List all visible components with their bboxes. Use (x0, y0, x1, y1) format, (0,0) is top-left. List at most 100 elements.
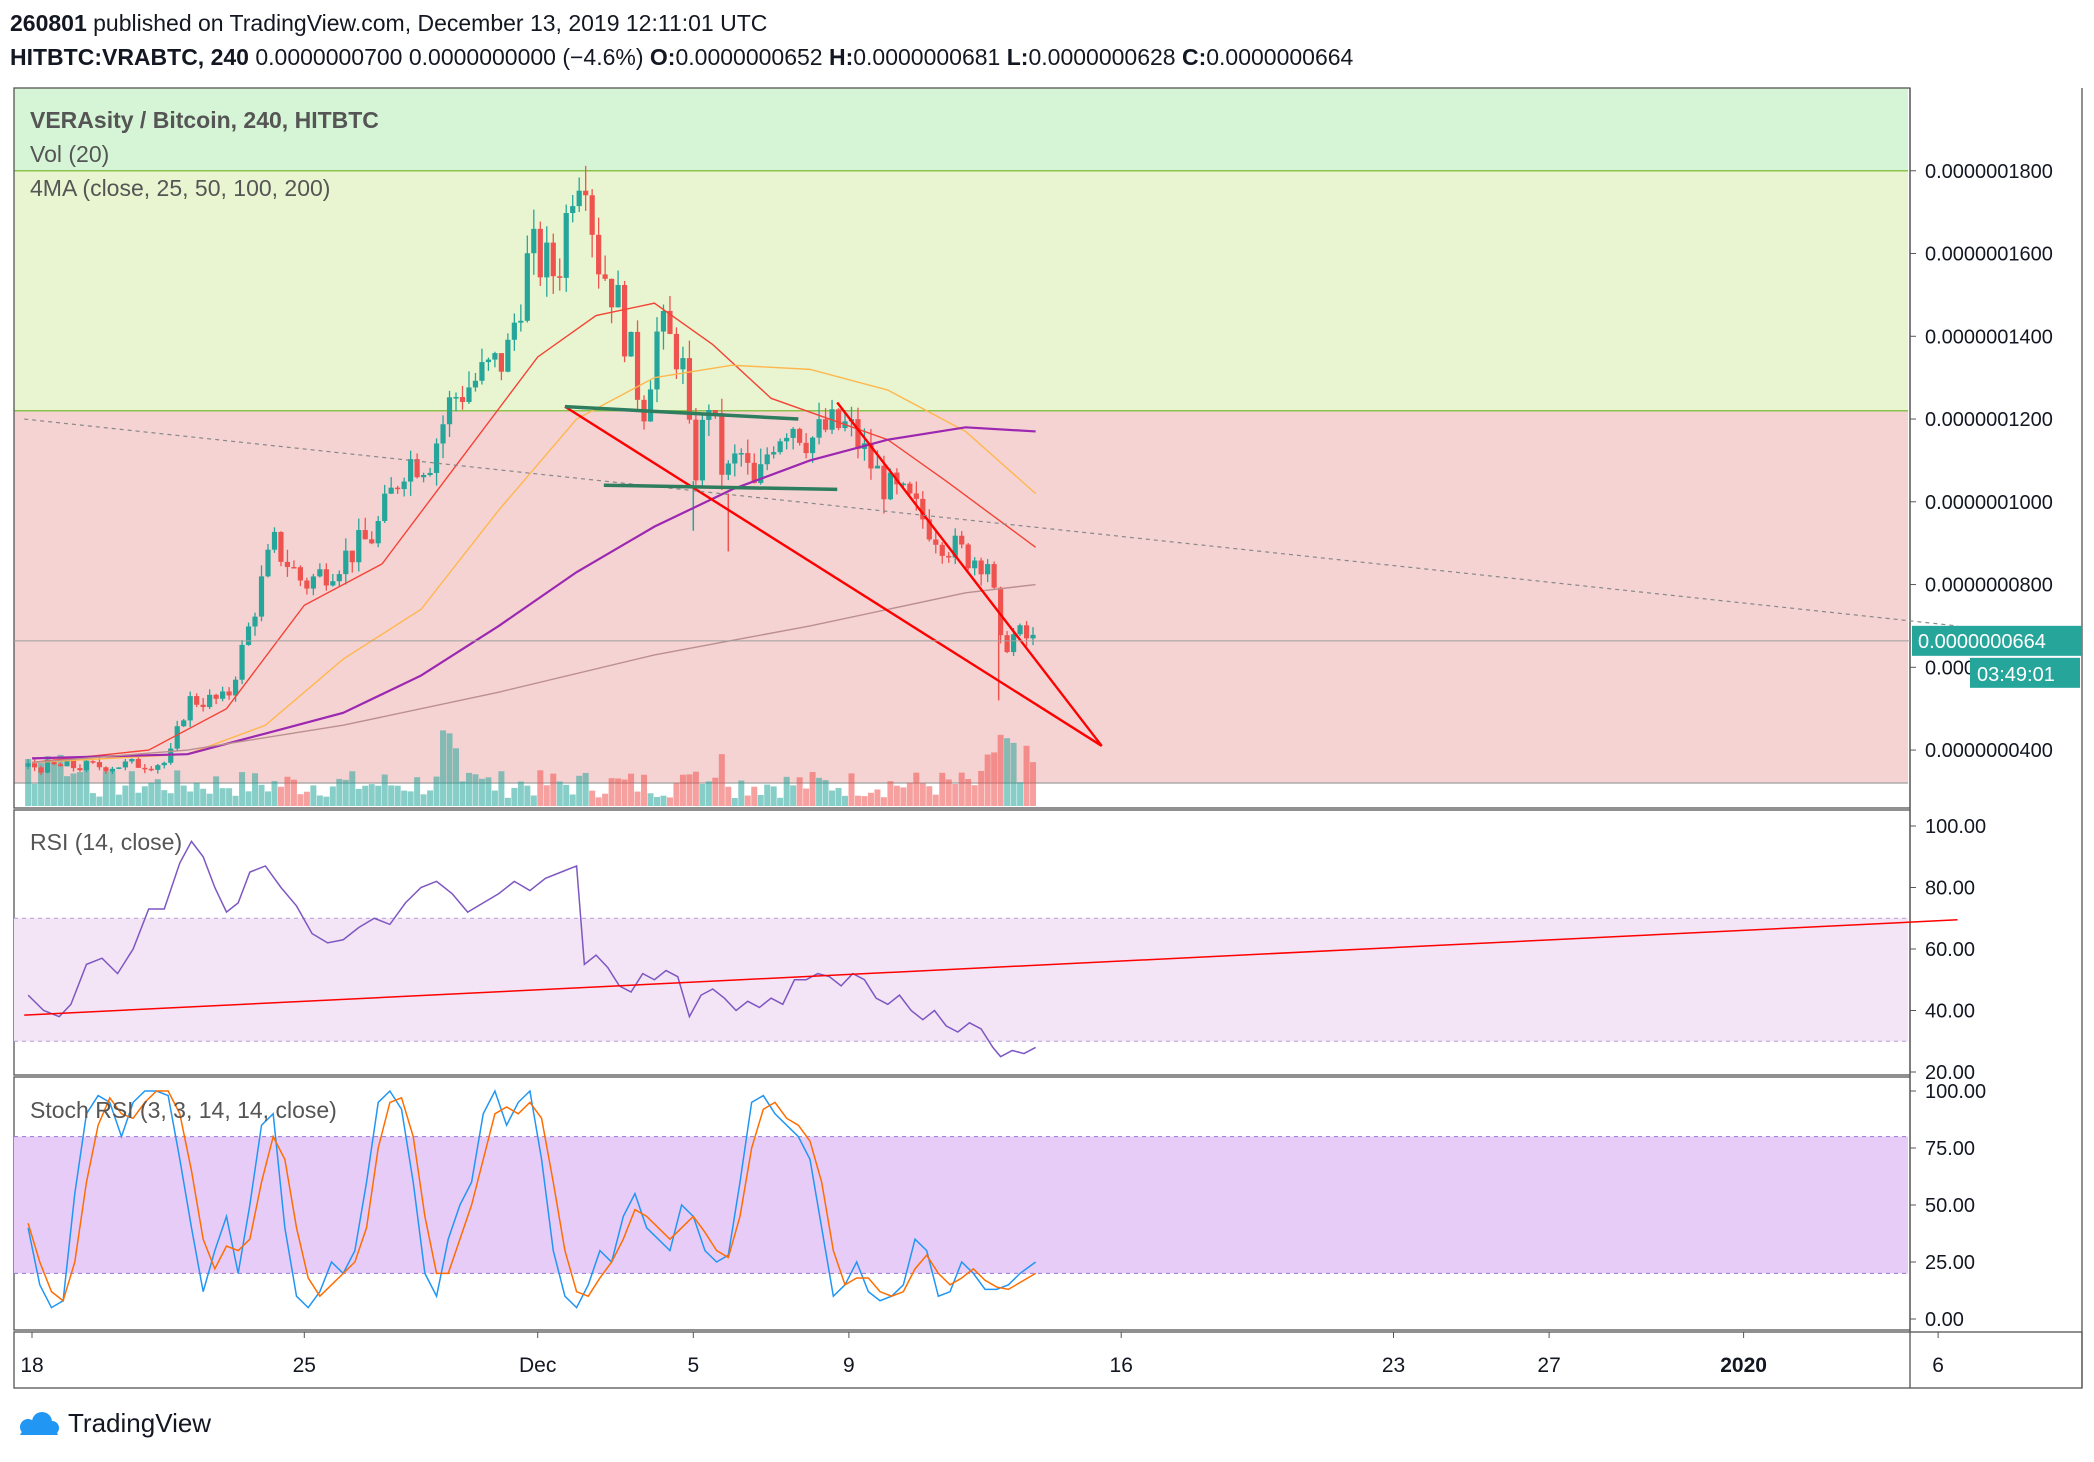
volume-bar (122, 785, 129, 806)
candle-body (1010, 634, 1017, 653)
volume-bar (375, 785, 382, 806)
publisher-name[interactable]: 260801 (10, 10, 87, 36)
candle-body (784, 437, 790, 442)
level-lower-line (603, 483, 838, 492)
candle-body (343, 550, 349, 575)
volume-bar (109, 770, 116, 806)
volume-bar (602, 793, 609, 806)
volume-bar (64, 776, 71, 806)
ma-line-ma100 (31, 426, 1036, 760)
candle-body (142, 767, 148, 770)
countdown-label: 03:49:01 (1977, 664, 2055, 686)
volume-bar (478, 778, 485, 806)
zone-green (14, 88, 1908, 171)
candle-body (336, 574, 342, 582)
candle-body (57, 764, 64, 767)
volume-bar (44, 756, 51, 806)
candle-body (362, 530, 368, 540)
candle-body (239, 644, 245, 680)
candle-body (304, 580, 310, 589)
volume-bar (440, 730, 447, 806)
candle-body (745, 453, 751, 463)
candle-body (913, 493, 919, 499)
volume-bar (608, 778, 615, 806)
chart-title: VERAsity / Bitcoin, 240, HITBTC (30, 107, 379, 133)
rsi-tick-label: 100.00 (1925, 816, 1986, 838)
candle-body (816, 419, 822, 438)
volume-bar (984, 754, 991, 806)
pattern-upper-line (836, 401, 1103, 747)
candle-body (181, 720, 187, 727)
candle-body (985, 564, 991, 575)
volume-bar (1023, 745, 1030, 806)
candle-body (252, 616, 258, 627)
candle-body (258, 576, 265, 617)
candle-body (310, 576, 316, 589)
zone-red (14, 410, 1908, 783)
time-tick-label: 6 (1932, 1354, 1944, 1377)
candle-body (868, 443, 874, 469)
volume-bar (167, 793, 174, 806)
candle-body (887, 472, 893, 500)
candle-body (751, 462, 757, 483)
volume-bar (718, 754, 725, 806)
stoch-band (14, 1136, 1908, 1274)
volume-bar (465, 772, 472, 806)
publish-line: 260801 published on TradingView.com, Dec… (10, 6, 1353, 40)
rsi-tick-label: 40.00 (1925, 1001, 1975, 1023)
symbol-name: HITBTC:VRABTC, 240 (10, 44, 249, 70)
candle-body (557, 276, 563, 278)
volume-bar (381, 774, 388, 806)
candle-body (414, 459, 420, 478)
open-label: O: (649, 44, 676, 70)
candle-body (356, 530, 362, 563)
volume-bar (362, 785, 369, 806)
candle-body (440, 424, 446, 444)
candle-body (771, 452, 777, 455)
volume-bar (991, 752, 998, 806)
volume-bar (971, 785, 978, 806)
candle-body (1023, 625, 1030, 639)
candle-body (116, 767, 122, 769)
candle-body (874, 465, 881, 469)
time-tick-label: 16 (1110, 1354, 1133, 1377)
rsi-band (14, 918, 1908, 1042)
volume-bar (284, 776, 291, 806)
candle-body (628, 331, 634, 357)
volume-bar (751, 786, 758, 806)
price-tick-label: 0.0000001600 (1925, 244, 2053, 266)
volume-bar (679, 774, 686, 806)
volume-bar (744, 795, 751, 806)
volume-bar (213, 776, 220, 806)
volume-bar (900, 787, 907, 806)
volume-bar (738, 780, 745, 806)
candle-body (511, 322, 517, 340)
candle-body (382, 493, 388, 522)
volume-bar (180, 785, 187, 806)
close-label: C: (1181, 44, 1207, 70)
volume-bar (932, 794, 939, 806)
candle-body (998, 587, 1004, 636)
time-tick-label: 27 (1537, 1354, 1560, 1377)
chart-canvas[interactable]: 0.00000004000.00000006000.00000008000.00… (0, 0, 2094, 1400)
volume-bar (939, 772, 946, 806)
volume-bar (89, 793, 96, 806)
zone-yellow (14, 170, 1908, 411)
low-value: 0.0000000628 (1028, 44, 1176, 70)
candle-body (654, 331, 660, 390)
candle-body (907, 483, 913, 494)
high-value: 0.0000000681 (853, 44, 1001, 70)
candle-body (297, 567, 304, 581)
volume-bar (556, 781, 563, 806)
candle-body (349, 550, 355, 563)
volume-bar (446, 733, 453, 806)
candle-body (148, 768, 154, 771)
volume-bar (271, 781, 278, 806)
volume-bar (193, 782, 200, 806)
volume-bar (102, 771, 109, 806)
candle-body (330, 581, 336, 586)
candle-body (835, 409, 842, 429)
volume-bar (388, 785, 395, 806)
volume-bar (576, 775, 583, 806)
tradingview-branding[interactable]: TradingView (12, 1408, 211, 1439)
